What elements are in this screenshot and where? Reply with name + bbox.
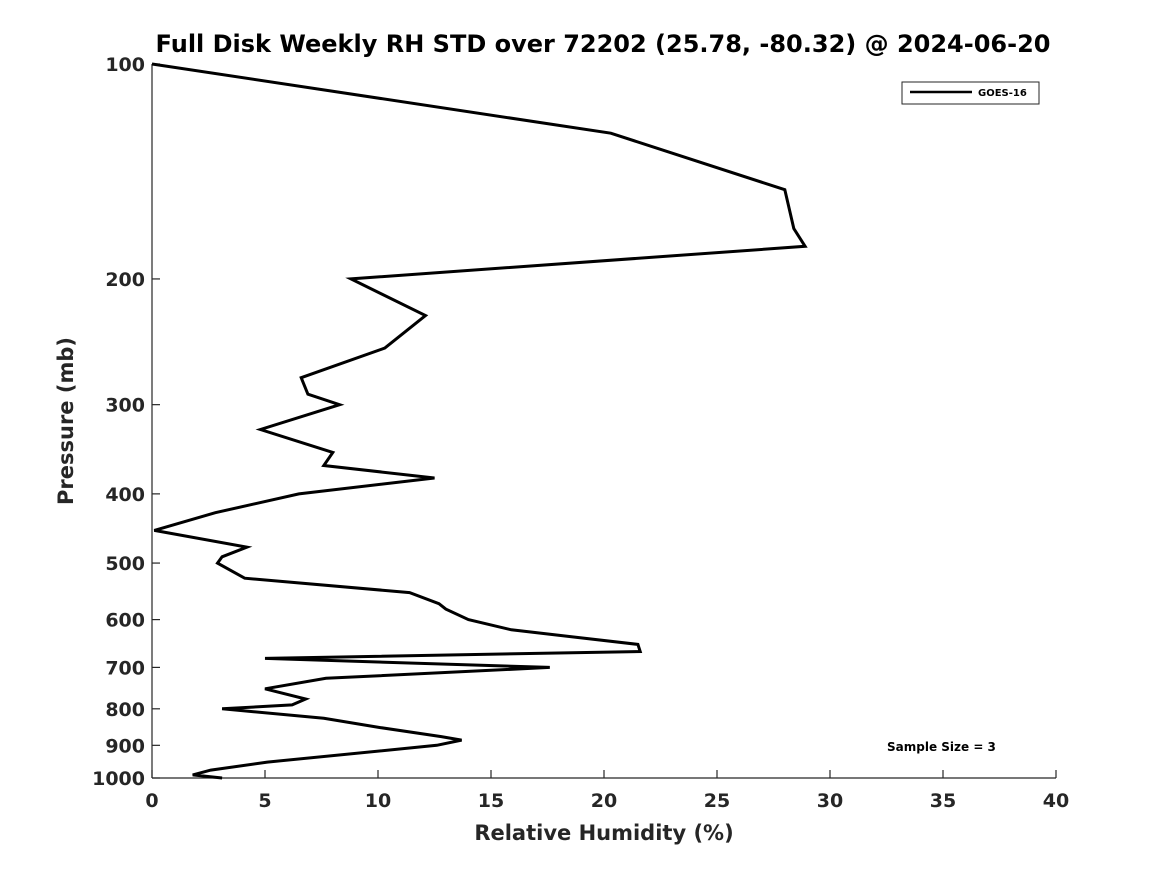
y-tick-label: 1000 [92, 768, 145, 790]
series-line-goes-16 [151, 62, 808, 780]
y-tick-label: 200 [105, 269, 145, 291]
x-axis-ticks: 0 5 10 15 20 25 30 35 40 [145, 770, 1069, 812]
y-axis-label: Pressure (mb) [54, 337, 78, 505]
x-axis-label: Relative Humidity (%) [474, 821, 733, 845]
legend: GOES-16 [901, 81, 1040, 105]
x-tick-label: 0 [145, 790, 158, 812]
y-tick-label: 500 [105, 553, 145, 575]
x-tick-label: 30 [817, 790, 843, 812]
x-tick-label: 35 [930, 790, 956, 812]
sample-size-annotation: Sample Size = 3 [887, 740, 996, 754]
y-axis-ticks: 100 200 300 400 500 600 700 800 900 1000 [92, 54, 160, 790]
y-tick-label: 900 [105, 735, 145, 757]
legend-label-goes-16: GOES-16 [978, 88, 1027, 99]
x-tick-label: 15 [478, 790, 504, 812]
chart-title: Full Disk Weekly RH STD over 72202 (25.7… [156, 30, 1051, 58]
y-tick-label: 600 [105, 610, 145, 632]
y-tick-label: 100 [105, 54, 145, 76]
x-tick-label: 20 [591, 790, 617, 812]
y-tick-label: 300 [105, 395, 145, 417]
x-tick-label: 25 [704, 790, 730, 812]
series-layer [151, 62, 808, 780]
x-tick-label: 40 [1043, 790, 1069, 812]
y-tick-label: 400 [105, 484, 145, 506]
x-tick-label: 10 [365, 790, 391, 812]
y-tick-label: 700 [105, 657, 145, 679]
x-tick-label: 5 [258, 790, 271, 812]
y-tick-label: 800 [105, 699, 145, 721]
